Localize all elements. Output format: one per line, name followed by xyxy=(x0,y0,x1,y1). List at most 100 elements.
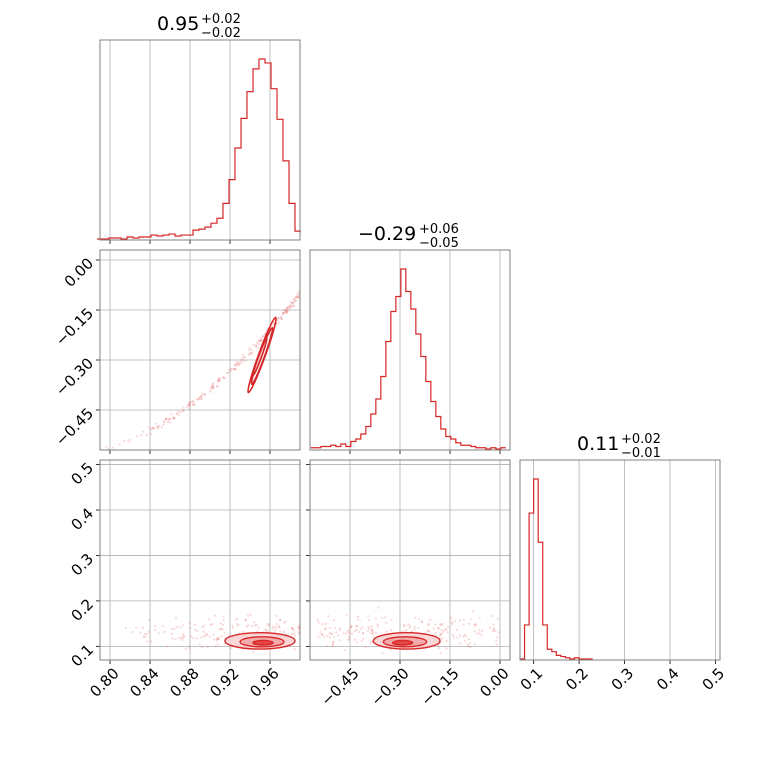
scatter-point xyxy=(128,438,131,441)
scatter-point xyxy=(289,301,292,304)
scatter-point xyxy=(212,633,215,636)
scatter-point xyxy=(177,410,180,413)
scatter-point xyxy=(174,617,178,620)
scatter-point xyxy=(221,628,224,631)
scatter-point xyxy=(408,626,411,629)
scatter-point xyxy=(266,623,269,626)
scatter-point xyxy=(170,413,173,416)
scatter-point xyxy=(280,315,283,318)
scatter-point xyxy=(247,624,250,627)
scatter-point xyxy=(462,618,465,621)
scatter-point xyxy=(247,614,250,617)
scatter-point xyxy=(250,625,254,628)
scatter-point xyxy=(239,359,242,362)
scatter-point xyxy=(437,627,441,630)
scatter-point xyxy=(441,637,444,640)
scatter-point xyxy=(481,629,484,633)
scatter-point xyxy=(278,626,281,629)
tick-label-y: −0.30 xyxy=(52,354,97,399)
histogram-bin xyxy=(543,625,548,659)
scatter-point xyxy=(212,384,215,387)
scatter-point xyxy=(200,398,203,401)
scatter-point xyxy=(210,623,214,626)
scatter-point xyxy=(319,630,322,633)
scatter-point xyxy=(237,624,240,627)
tick-label-y: 0.00 xyxy=(61,254,97,290)
histogram-bin xyxy=(331,445,336,449)
scatter-point xyxy=(328,626,332,630)
scatter-point xyxy=(194,628,197,632)
scatter-point xyxy=(135,626,138,629)
scatter-point xyxy=(343,649,346,652)
scatter-point xyxy=(293,298,296,301)
scatter-point xyxy=(292,629,295,632)
histogram-bin xyxy=(115,238,121,239)
scatter-point xyxy=(275,614,278,618)
scatter-point xyxy=(265,629,268,632)
histogram-bin xyxy=(461,445,466,449)
scatter-point xyxy=(151,426,154,429)
scatter-point xyxy=(189,403,192,407)
scatter-point xyxy=(370,628,373,631)
panel-param-2-vs-param-3: −0.45 −0.30 −0.15 0.00 xyxy=(306,459,513,710)
tick-label-y: 0.3 xyxy=(67,550,97,580)
scatter-point xyxy=(286,307,289,310)
scatter-point xyxy=(338,627,341,630)
scatter-point xyxy=(290,633,293,636)
scatter-point xyxy=(337,634,340,637)
scatter-point xyxy=(216,385,219,388)
histogram-bin xyxy=(157,236,163,239)
scatter-point xyxy=(192,400,195,403)
histogram-bin xyxy=(446,437,451,450)
scatter-point xyxy=(242,356,245,359)
scatter-point xyxy=(219,621,222,625)
histogram-bin xyxy=(139,237,145,239)
scatter-point xyxy=(220,635,223,638)
scatter-point xyxy=(216,379,220,383)
title-param-2: −0.29 +0.06 −0.05 xyxy=(358,222,459,251)
scatter-point xyxy=(445,647,448,650)
scatter-point xyxy=(440,632,443,636)
scatter-point xyxy=(466,642,470,646)
scatter-point xyxy=(216,643,219,646)
scatter-point xyxy=(469,641,472,645)
scatter-point xyxy=(131,630,134,633)
histogram-bin xyxy=(501,448,506,449)
scatter-point xyxy=(338,639,341,642)
scatter-point xyxy=(229,367,232,370)
scatter-point xyxy=(355,641,358,644)
scatter-point xyxy=(467,622,470,625)
histogram-bin xyxy=(205,227,211,239)
histogram-bin xyxy=(109,238,115,239)
scatter-point xyxy=(427,630,430,633)
scatter-point xyxy=(222,618,225,622)
scatter-point xyxy=(473,643,477,646)
scatter-point xyxy=(209,390,212,393)
scatter-point xyxy=(458,619,462,622)
histogram-bin xyxy=(441,429,446,449)
scatter-point xyxy=(496,618,499,621)
scatter-point xyxy=(141,430,144,433)
scatter-point xyxy=(160,426,164,429)
scatter-point xyxy=(171,416,175,419)
scatter-point xyxy=(364,646,367,649)
scatter-point xyxy=(290,626,294,630)
scatter-point xyxy=(182,633,185,636)
panel-param-3-marginal: 0.1 0.2 0.3 0.4 0.5 xyxy=(517,459,728,694)
scatter-point xyxy=(331,641,335,644)
scatter-point xyxy=(350,626,353,629)
scatter-point xyxy=(192,636,195,640)
histogram-bin xyxy=(265,63,271,239)
scatter-point xyxy=(170,632,173,635)
scatter-point xyxy=(439,623,442,626)
scatter-point xyxy=(473,623,477,626)
scatter-point xyxy=(297,627,301,630)
scatter-point xyxy=(234,618,237,622)
panel-param-1-vs-param-3: 0.80 0.84 0.88 0.92 0.96 0.1 0.2 0.3 0.4 0.5 xyxy=(67,459,301,701)
scatter-point xyxy=(289,305,292,308)
scatter-point xyxy=(324,628,327,631)
tick-label-y: 0.5 xyxy=(67,459,97,489)
histogram-bin xyxy=(283,161,289,239)
scatter-point xyxy=(296,296,299,299)
scatter-point xyxy=(185,405,189,408)
